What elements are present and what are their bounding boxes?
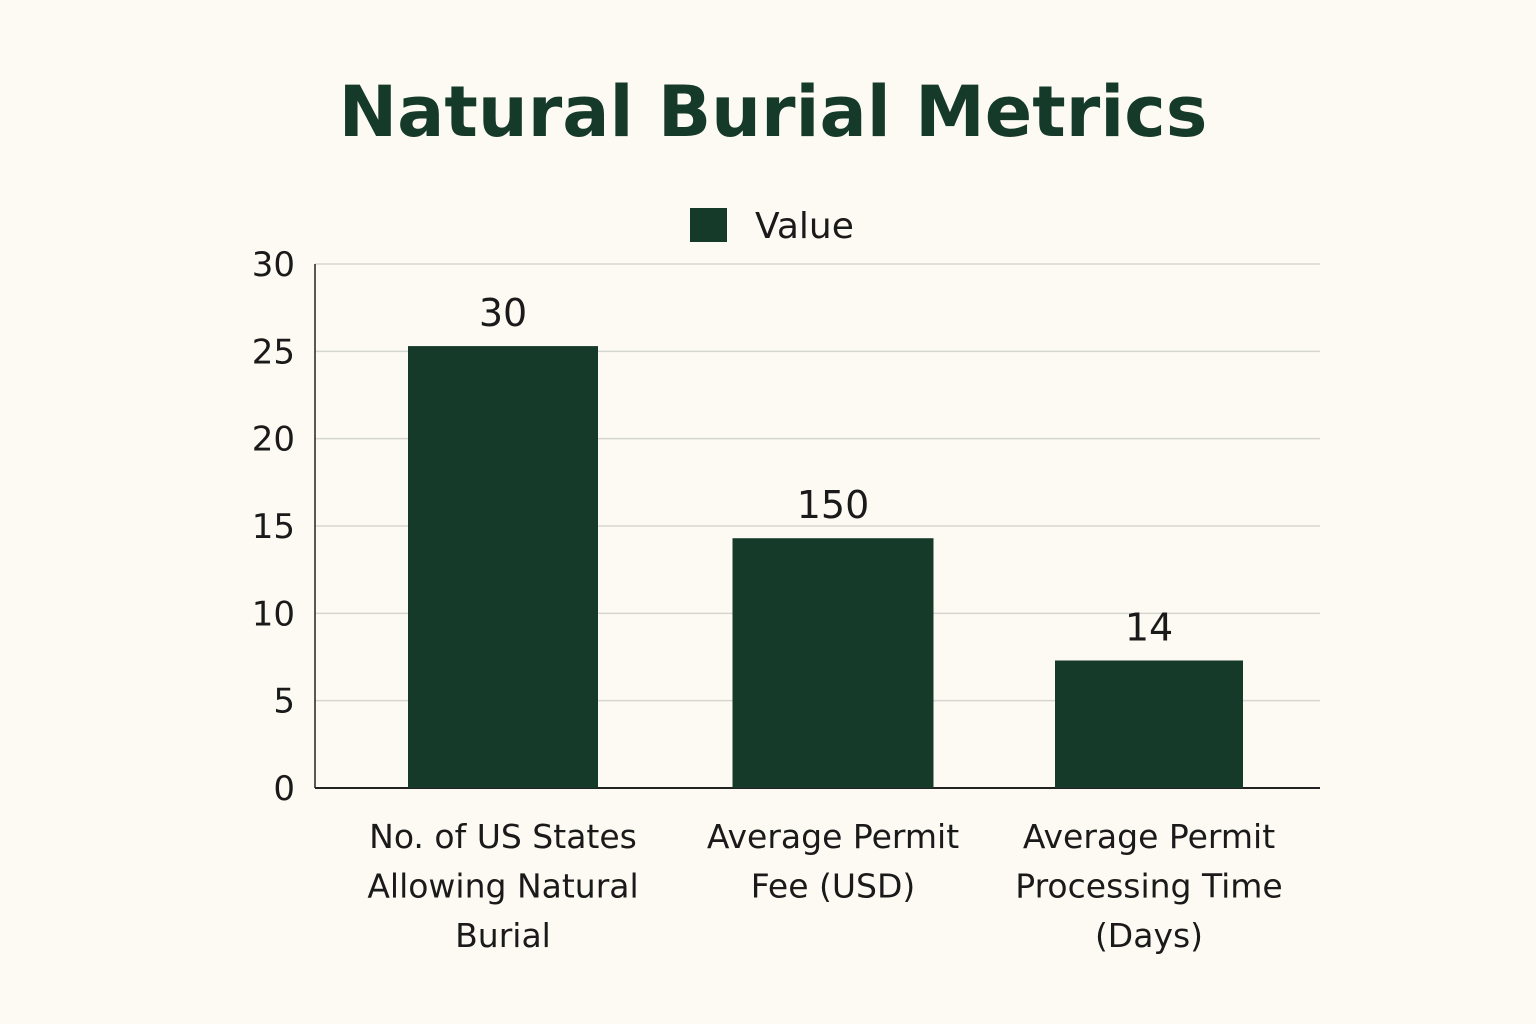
data-label: 150 (797, 483, 870, 527)
y-tick-label: 5 (273, 682, 295, 722)
y-tick-label: 0 (273, 769, 295, 809)
legend-swatch (690, 208, 727, 242)
legend-label: Value (755, 206, 854, 247)
x-category-label: No. of US States (369, 817, 637, 856)
y-tick-label: 20 (252, 420, 295, 460)
data-label: 14 (1125, 605, 1173, 649)
bar (1055, 660, 1243, 788)
x-category-label: Processing Time (1015, 867, 1282, 906)
y-tick-label: 15 (252, 507, 295, 547)
chart-title: Natural Burial Metrics (339, 71, 1208, 153)
x-category-label: Average Permit (707, 817, 959, 856)
y-tick-label: 25 (252, 332, 295, 372)
y-tick-label: 30 (252, 245, 295, 285)
x-category-label: Allowing Natural (367, 867, 638, 906)
bar (732, 538, 934, 788)
y-tick-label: 10 (252, 594, 295, 634)
x-category-label: (Days) (1095, 916, 1203, 955)
x-category-label: Burial (455, 916, 551, 955)
data-label: 30 (479, 291, 527, 335)
x-category-label: Average Permit (1023, 817, 1275, 856)
bar (408, 346, 598, 788)
x-category-label: Fee (USD) (751, 867, 916, 906)
